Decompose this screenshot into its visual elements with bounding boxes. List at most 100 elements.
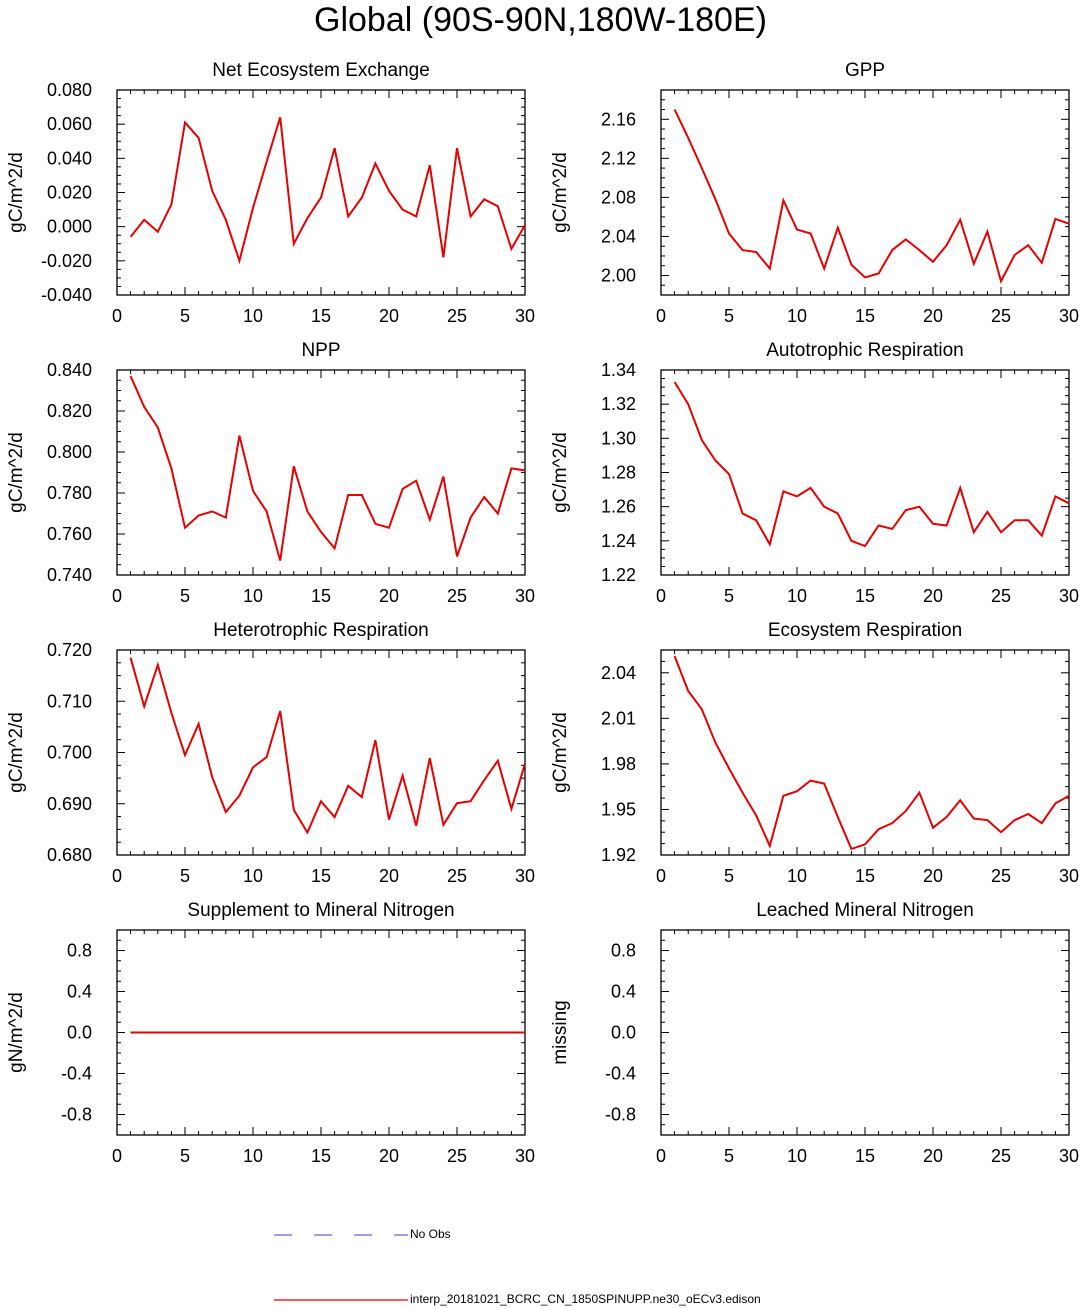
- x-tick-label: 0: [656, 306, 666, 326]
- y-tick-label: 0.780: [47, 483, 92, 503]
- x-tick-label: 10: [243, 586, 263, 606]
- x-tick-label: 10: [787, 1146, 807, 1166]
- x-tick-label: 5: [724, 866, 734, 886]
- y-tick-label: -0.4: [605, 1064, 636, 1084]
- y-tick-label: 2.04: [601, 226, 636, 246]
- chart-panel-5: Heterotrophic Respiration gC/m^2/d 0 5 10 15 2…: [6, 620, 535, 886]
- x-tick-label: 20: [923, 306, 943, 326]
- x-tick-label: 25: [447, 306, 467, 326]
- x-tick-label: 0: [112, 306, 122, 326]
- y-tick-label: 0.820: [47, 401, 92, 421]
- x-tick-label: 25: [991, 866, 1011, 886]
- y-tick-label: 0.710: [47, 691, 92, 711]
- chart-title: Autotrophic Respiration: [766, 340, 964, 361]
- x-tick-label: 20: [379, 306, 399, 326]
- y-axis-label: gC/m^2/d: [6, 152, 27, 233]
- x-tick-label: 30: [515, 306, 535, 326]
- y-tick-label: 0.040: [47, 148, 92, 168]
- x-tick-label: 30: [1059, 1146, 1079, 1166]
- y-tick-label: 0.690: [47, 794, 92, 814]
- series-line-model: [129, 375, 526, 561]
- series-line-model: [673, 655, 1070, 851]
- series-line-model: [129, 117, 526, 265]
- y-tick-label: -0.8: [61, 1105, 92, 1125]
- x-tick-label: 15: [855, 586, 875, 606]
- x-tick-label: 5: [724, 1146, 734, 1166]
- y-tick-label: 2.12: [601, 148, 636, 168]
- x-tick-label: 20: [379, 866, 399, 886]
- legend-model-line: [274, 1299, 408, 1301]
- legend-obs-line: [274, 1234, 408, 1236]
- y-tick-label: 2.01: [601, 708, 636, 728]
- y-tick-label: -0.8: [605, 1105, 636, 1125]
- y-tick-label: -0.040: [41, 285, 92, 305]
- x-tick-label: 20: [923, 586, 943, 606]
- x-tick-label: 5: [724, 586, 734, 606]
- plot-frame: [660, 929, 1070, 1136]
- x-tick-label: 20: [923, 866, 943, 886]
- y-tick-label: 1.26: [601, 497, 636, 517]
- x-tick-label: 15: [311, 306, 331, 326]
- x-tick-label: 10: [243, 866, 263, 886]
- y-tick-label: 2.04: [601, 663, 636, 683]
- page-title: Global (90S-90N,180W-180E): [314, 1, 767, 39]
- x-tick-label: 5: [180, 1146, 190, 1166]
- x-tick-label: 30: [515, 586, 535, 606]
- x-tick-label: 0: [112, 586, 122, 606]
- y-tick-label: 1.32: [601, 394, 636, 414]
- x-tick-label: 5: [180, 586, 190, 606]
- x-tick-label: 15: [311, 866, 331, 886]
- y-tick-label: 1.98: [601, 754, 636, 774]
- chart-title: Supplement to Mineral Nitrogen: [187, 900, 454, 921]
- x-tick-label: 30: [1059, 866, 1079, 886]
- x-tick-label: 15: [855, 306, 875, 326]
- plot-frame: [116, 89, 526, 296]
- y-tick-label: 1.22: [601, 565, 636, 585]
- x-tick-label: 30: [1059, 586, 1079, 606]
- y-tick-label: 0.740: [47, 565, 92, 585]
- y-tick-label: 0.4: [611, 982, 636, 1002]
- y-tick-label: 2.16: [601, 109, 636, 129]
- x-tick-label: 15: [855, 866, 875, 886]
- x-tick-label: 0: [656, 586, 666, 606]
- y-axis-label: gC/m^2/d: [550, 152, 571, 233]
- x-tick-label: 0: [656, 866, 666, 886]
- chart-title: Heterotrophic Respiration: [213, 620, 428, 641]
- y-tick-label: 2.08: [601, 187, 636, 207]
- x-tick-label: 5: [180, 866, 190, 886]
- y-tick-label: 0.8: [67, 941, 92, 961]
- chart-panel-7: Supplement to Mineral Nitrogen gN/m^2/d 0 5…: [6, 900, 535, 1166]
- x-tick-label: 5: [180, 306, 190, 326]
- x-tick-label: 0: [112, 866, 122, 886]
- chart-title: Net Ecosystem Exchange: [212, 60, 430, 81]
- legend-obs-label: No Obs: [410, 1227, 451, 1241]
- y-axis-label: missing: [550, 1000, 571, 1064]
- x-tick-label: 25: [991, 586, 1011, 606]
- plot-frame: [660, 89, 1070, 296]
- x-tick-label: 30: [515, 1146, 535, 1166]
- x-tick-label: 10: [787, 866, 807, 886]
- x-tick-label: 25: [447, 586, 467, 606]
- series-line-model: [673, 381, 1070, 548]
- y-tick-label: 0.080: [47, 80, 92, 100]
- x-tick-label: 20: [923, 1146, 943, 1166]
- y-tick-label: 1.30: [601, 428, 636, 448]
- x-tick-label: 15: [311, 586, 331, 606]
- plot-frame: [660, 649, 1070, 856]
- x-tick-label: 20: [379, 1146, 399, 1166]
- x-tick-label: 5: [724, 306, 734, 326]
- y-tick-label: 0.000: [47, 217, 92, 237]
- x-tick-label: 10: [243, 1146, 263, 1166]
- y-tick-label: 0.760: [47, 524, 92, 544]
- x-tick-label: 10: [787, 306, 807, 326]
- chart-panel-4: Autotrophic Respiration gC/m^2/d 0 5 10 15 20 2…: [550, 340, 1079, 606]
- y-axis-label: gC/m^2/d: [550, 712, 571, 793]
- y-tick-label: 0.4: [67, 982, 92, 1002]
- x-tick-label: 30: [515, 866, 535, 886]
- y-tick-label: 2.00: [601, 265, 636, 285]
- x-tick-label: 25: [991, 1146, 1011, 1166]
- y-tick-label: 0.700: [47, 743, 92, 763]
- y-tick-label: 0.720: [47, 640, 92, 660]
- y-tick-label: 1.92: [601, 845, 636, 865]
